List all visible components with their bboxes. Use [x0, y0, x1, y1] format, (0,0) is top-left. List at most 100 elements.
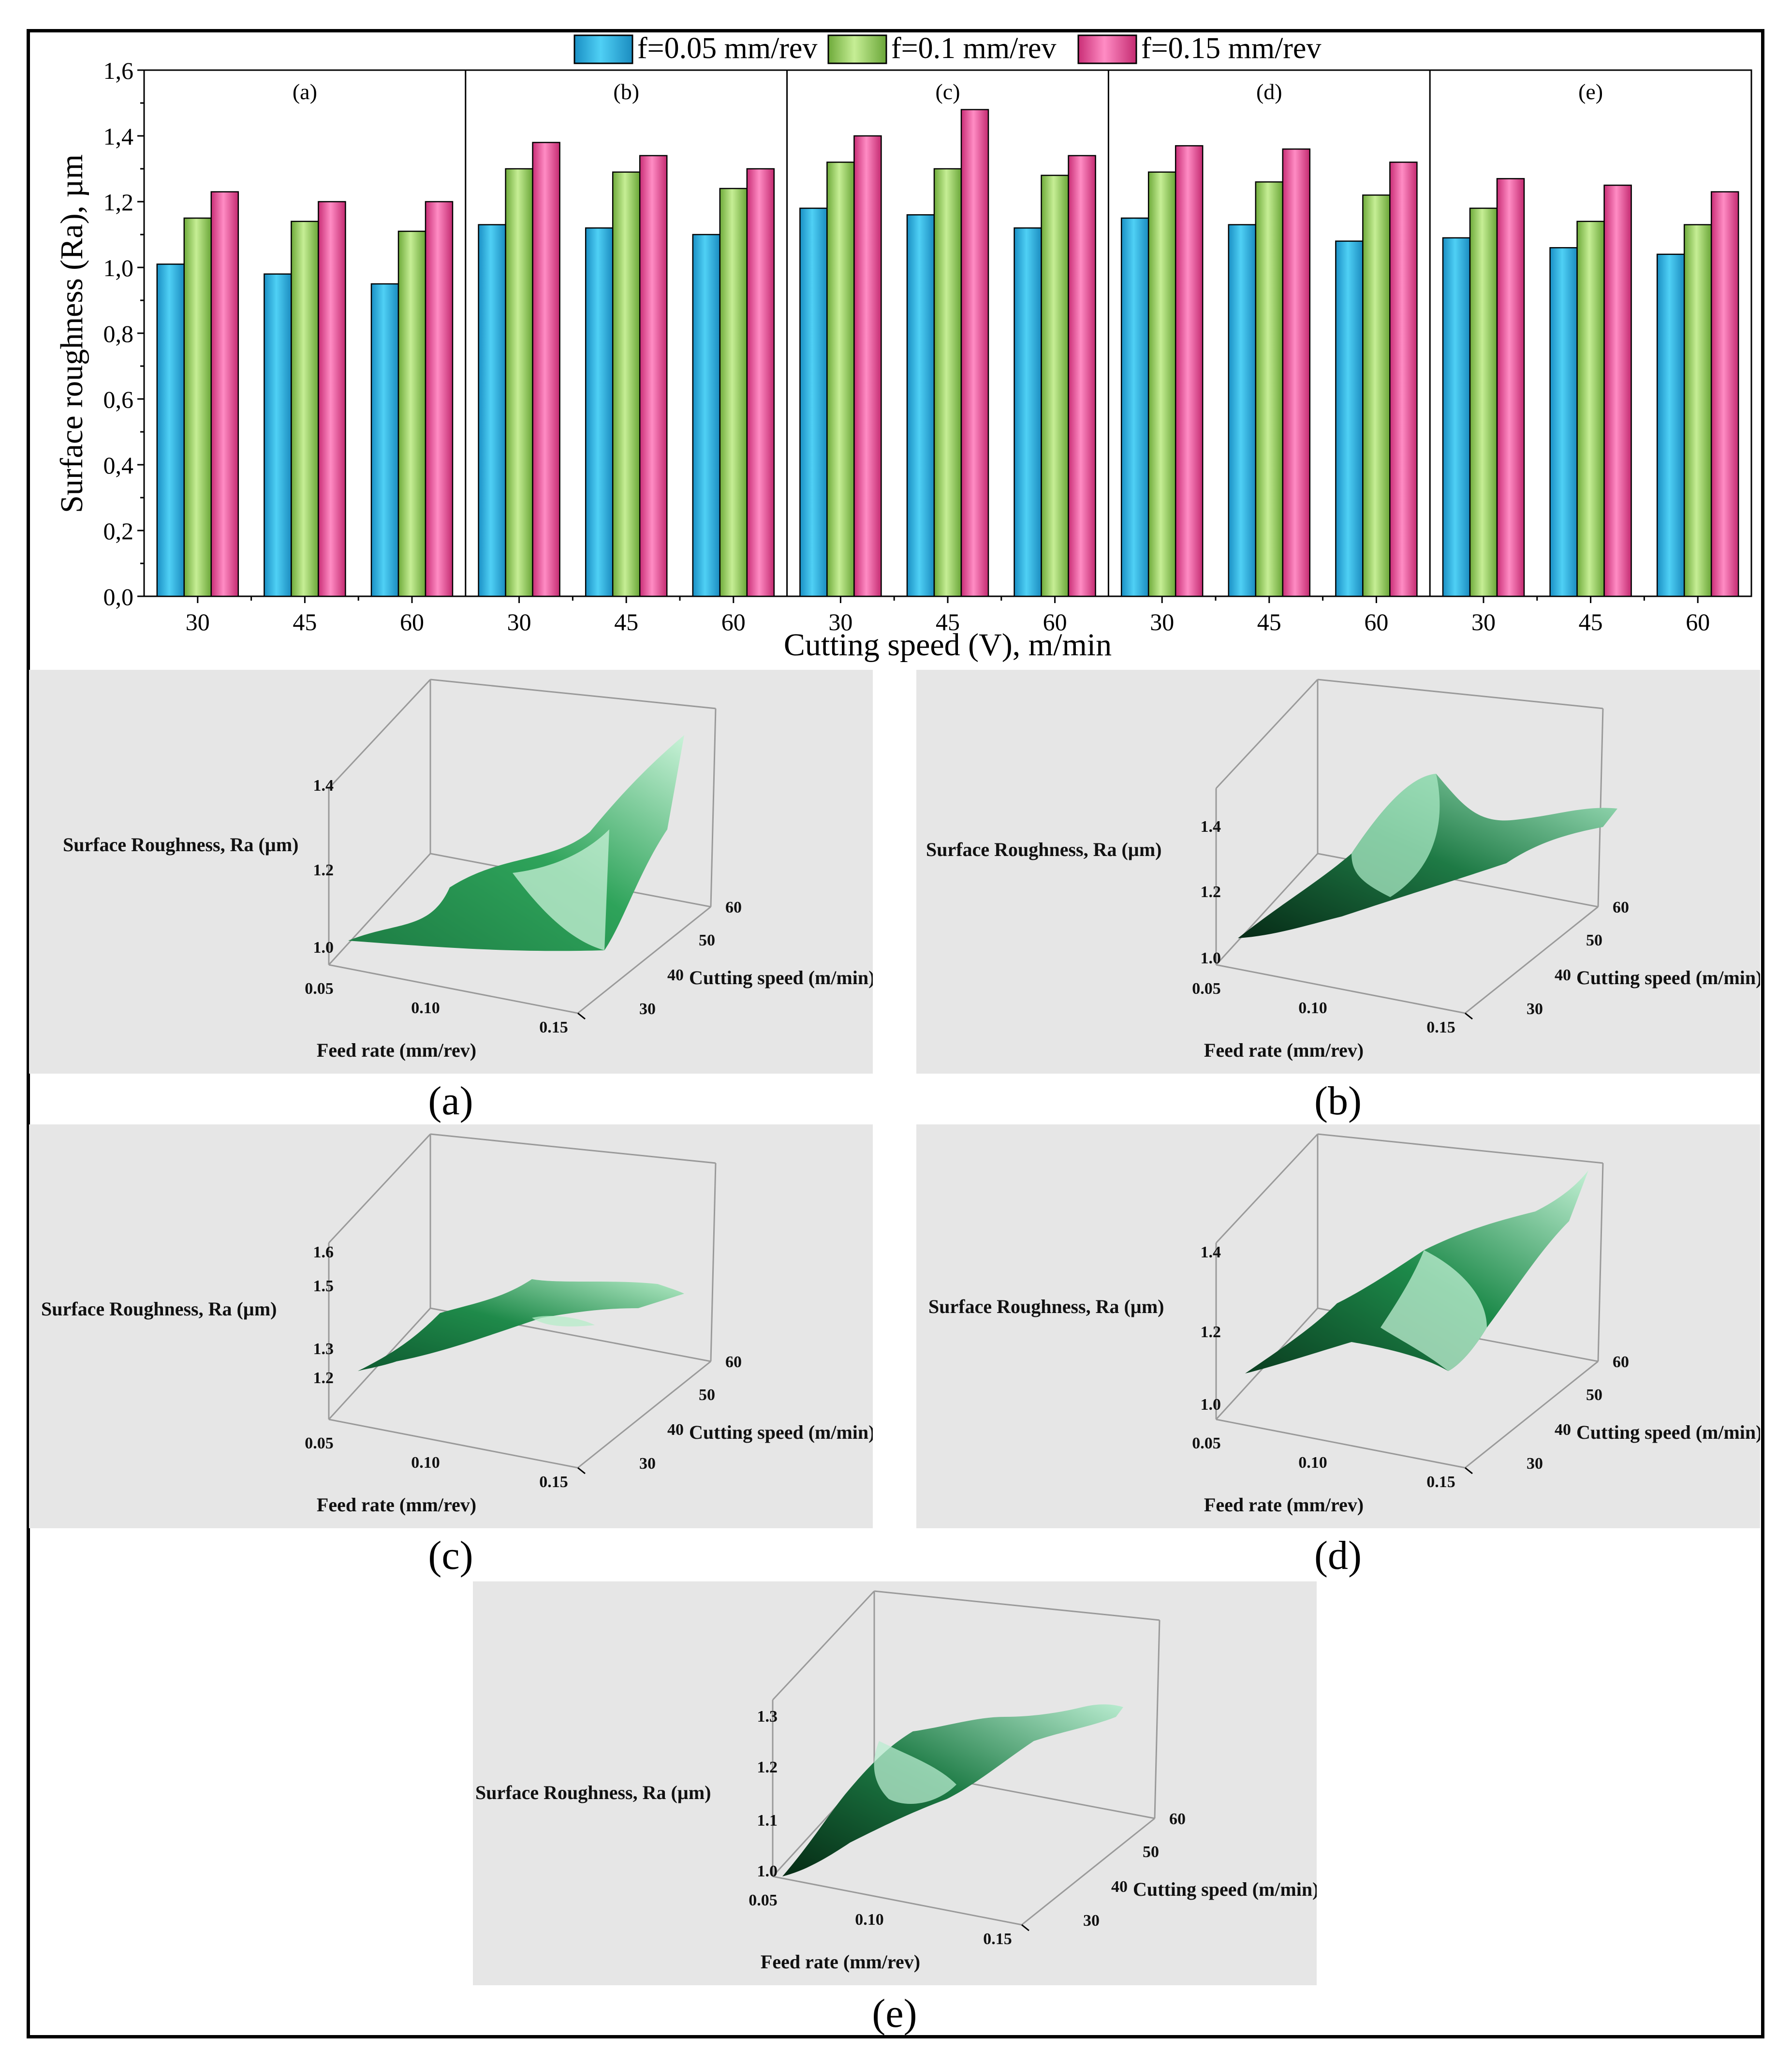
bar	[1120, 217, 1149, 597]
plot-box	[772, 1590, 1160, 1932]
x-tick-label: 0.10	[1298, 1454, 1327, 1472]
x-tick-label: 0.05	[305, 1434, 334, 1452]
bar	[1282, 148, 1311, 597]
bar	[1228, 224, 1257, 597]
bar	[639, 155, 668, 597]
legend-label: f=0.1 mm/rev	[891, 32, 1056, 65]
caption-c: (c)	[428, 1533, 473, 1578]
z-tick-label: 1.2	[1201, 883, 1221, 901]
bar	[1576, 221, 1605, 597]
z-tick-label: 1.0	[313, 939, 334, 957]
x-axis-label: Feed rate (mm/rev)	[317, 1039, 476, 1061]
x-tick-label: 30	[828, 608, 852, 635]
y-tick-label: 30	[1527, 1455, 1543, 1473]
z-tick-label: 1.3	[757, 1708, 778, 1726]
bar	[397, 230, 426, 597]
bar	[318, 201, 346, 597]
y-tick-label: 50	[1586, 931, 1602, 949]
x-tick-label: 0.05	[1192, 980, 1221, 998]
z-axis-label: Surface Roughness, Ra (µm)	[926, 839, 1161, 860]
bar	[853, 135, 882, 597]
y-tick-label: 0,0	[103, 583, 134, 610]
x-tick-label: 0.10	[411, 1454, 440, 1472]
x-tick-label: 60	[1364, 608, 1388, 635]
surface-highlight	[513, 829, 609, 950]
surface-plot-canvas: 1.4 1.2 1.0 Surface Roughness, Ra (µm) 0.05 0…	[928, 1133, 1762, 1516]
bar	[692, 234, 721, 597]
bar	[746, 168, 775, 597]
bar	[1147, 171, 1176, 597]
y-tick-label: 40	[1111, 1878, 1128, 1896]
x-tick-label: 0.10	[411, 999, 440, 1017]
legend-swatch	[827, 34, 887, 64]
y-tick-label: 50	[1143, 1843, 1159, 1861]
z-tick-label: 1.4	[1201, 1243, 1221, 1261]
x-tick-label: 0.05	[305, 980, 334, 998]
group-label: (c)	[935, 79, 960, 104]
bar	[1014, 227, 1042, 597]
bar	[1255, 181, 1284, 597]
y-axis-label: Surface roughness (Ra), µm	[54, 154, 89, 513]
surface-plot-canvas: 1.4 1.2 1.0 Surface Roughness, Ra (µm) 0.05 0…	[63, 679, 875, 1061]
y-tick-label: 60	[1613, 899, 1629, 916]
bar	[1389, 162, 1418, 597]
y-axis-label: Cutting speed (m/min)	[1576, 1421, 1760, 1443]
bar	[1656, 253, 1685, 597]
x-axis-label: Feed rate (mm/rev)	[317, 1494, 476, 1516]
x-tick-label: 0.05	[749, 1891, 778, 1909]
plot-box	[328, 679, 717, 1020]
z-tick-label: 1.2	[313, 1369, 334, 1387]
x-axis-label: Cutting speed (V), m/min	[784, 627, 1112, 663]
x-axis-label: Feed rate (mm/rev)	[1204, 1039, 1364, 1061]
y-tick-label: 60	[725, 1353, 742, 1371]
bar	[1469, 207, 1498, 597]
surface-plot-b: 1.4 1.2 1.0 Surface Roughness, Ra (µm) 0.05 0…	[916, 670, 1762, 1074]
x-tick-label: 60	[721, 608, 746, 635]
x-tick-label: 0.15	[539, 1018, 568, 1036]
surface-highlight	[1351, 774, 1440, 897]
x-tick-label: 45	[1579, 608, 1603, 635]
z-tick-label: 1.1	[757, 1812, 778, 1830]
surface-highlight	[1381, 1250, 1487, 1371]
y-tick-label: 60	[1613, 1353, 1629, 1371]
z-axis-label: Surface Roughness, Ra (µm)	[475, 1782, 711, 1803]
bar	[1549, 247, 1578, 597]
z-tick-label: 1.0	[1201, 1396, 1221, 1414]
x-tick-label: 30	[507, 608, 531, 635]
x-tick-label: 30	[186, 608, 210, 635]
z-tick-label: 1.3	[313, 1340, 334, 1358]
response-surface	[358, 1279, 684, 1371]
surface-plot-e: 1.3 1.2 1.1 1.0 Surface Roughness, Ra (µm) 0.…	[473, 1581, 1319, 1985]
y-tick-label: 50	[699, 931, 715, 949]
bar	[933, 168, 962, 597]
surface-highlight	[532, 1315, 595, 1327]
surface-plot-c: 1.6 1.5 1.3 1.2 Surface Roughness, Ra (µm) 0.…	[29, 1124, 875, 1528]
y-tick-label: 60	[1169, 1810, 1186, 1828]
z-axis-label: Surface Roughness, Ra (µm)	[63, 834, 298, 856]
bar	[1175, 145, 1204, 597]
bar	[1335, 240, 1364, 597]
y-tick-label: 40	[667, 966, 684, 984]
y-tick-label: 0,2	[103, 517, 134, 545]
z-tick-label: 1.4	[1201, 818, 1221, 836]
bar	[156, 263, 185, 597]
x-tick-label: 60	[1043, 608, 1067, 635]
y-tick-label: 50	[699, 1386, 715, 1404]
bar	[799, 207, 828, 597]
y-tick-label: 60	[725, 899, 742, 916]
bar	[425, 201, 454, 597]
bar	[1710, 191, 1739, 597]
y-tick-label: 1,4	[103, 123, 134, 150]
x-tick-label: 0.10	[855, 1911, 884, 1929]
bar	[1603, 184, 1632, 597]
y-tick-label: 40	[1555, 966, 1571, 984]
response-surface	[348, 735, 684, 951]
bar	[1442, 237, 1471, 597]
y-tick-label: 30	[639, 1455, 656, 1473]
z-tick-label: 1.0	[757, 1862, 778, 1880]
group-label: (d)	[1256, 79, 1282, 104]
legend-swatch	[573, 34, 633, 64]
x-tick-label: 0.15	[1426, 1473, 1455, 1491]
x-tick-label: 0.10	[1298, 999, 1327, 1017]
z-tick-label: 1.5	[313, 1277, 334, 1295]
